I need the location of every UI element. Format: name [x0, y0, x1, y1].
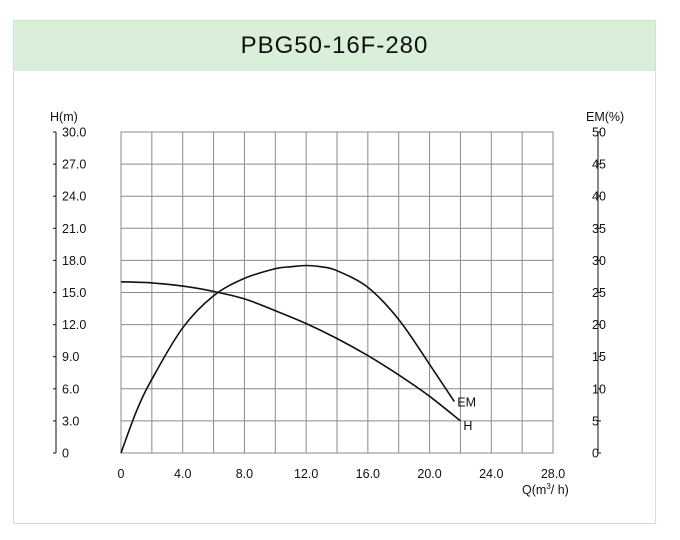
x-tick-label: 24.0 [479, 467, 503, 481]
y-right-tick-label: 10 [592, 382, 606, 396]
x-tick-label: 28.0 [541, 467, 565, 481]
y-left-tick-label: 12.0 [62, 318, 86, 332]
y-left-tick-label: 30.0 [62, 126, 86, 140]
y-left-axis-title: H(m) [50, 110, 78, 124]
x-tick-label: 4.0 [174, 467, 191, 481]
x-tick-label: 8.0 [236, 467, 253, 481]
x-axis-title: Q(m3/ h) [522, 482, 569, 497]
y-right-tick-label: 15 [592, 350, 606, 364]
series-line-em [120, 264, 455, 454]
y-right-tick-label: 25 [592, 286, 606, 300]
chart-title: PBG50-16F-280 [240, 32, 429, 59]
series-label-h: H [463, 419, 472, 433]
x-tick-label: 12.0 [294, 467, 318, 481]
x-tick-label: 0 [118, 467, 125, 481]
y-right-tick-label: 0 [592, 447, 599, 461]
title-bar: PBG50-16F-280 [14, 21, 655, 71]
y-right-tick-label: 5 [592, 414, 599, 428]
y-right-tick-label: 45 [592, 158, 606, 172]
y-left-tick-label: 27.0 [62, 158, 86, 172]
y-left-tick-label: 3.0 [62, 414, 79, 428]
y-right-tick-label: 30 [592, 254, 606, 268]
y-left-tick-label: 0 [62, 447, 69, 461]
y-left-tick-label: 24.0 [62, 190, 86, 204]
series-line-h [120, 281, 461, 422]
series-label-em: EM [457, 396, 476, 410]
y-left-tick-label: 6.0 [62, 382, 79, 396]
x-tick-label: 16.0 [356, 467, 380, 481]
y-left-tick-label: 15.0 [62, 286, 86, 300]
y-left-tick-label: 21.0 [62, 222, 86, 236]
y-right-tick-label: 35 [592, 222, 606, 236]
y-right-tick-label: 50 [592, 126, 606, 140]
x-tick-label: 20.0 [417, 467, 441, 481]
y-right-axis-title: EM(%) [586, 110, 624, 124]
y-right-tick-label: 20 [592, 318, 606, 332]
y-left-tick-label: 18.0 [62, 254, 86, 268]
y-left-tick-label: 9.0 [62, 350, 79, 364]
y-right-tick-label: 40 [592, 190, 606, 204]
